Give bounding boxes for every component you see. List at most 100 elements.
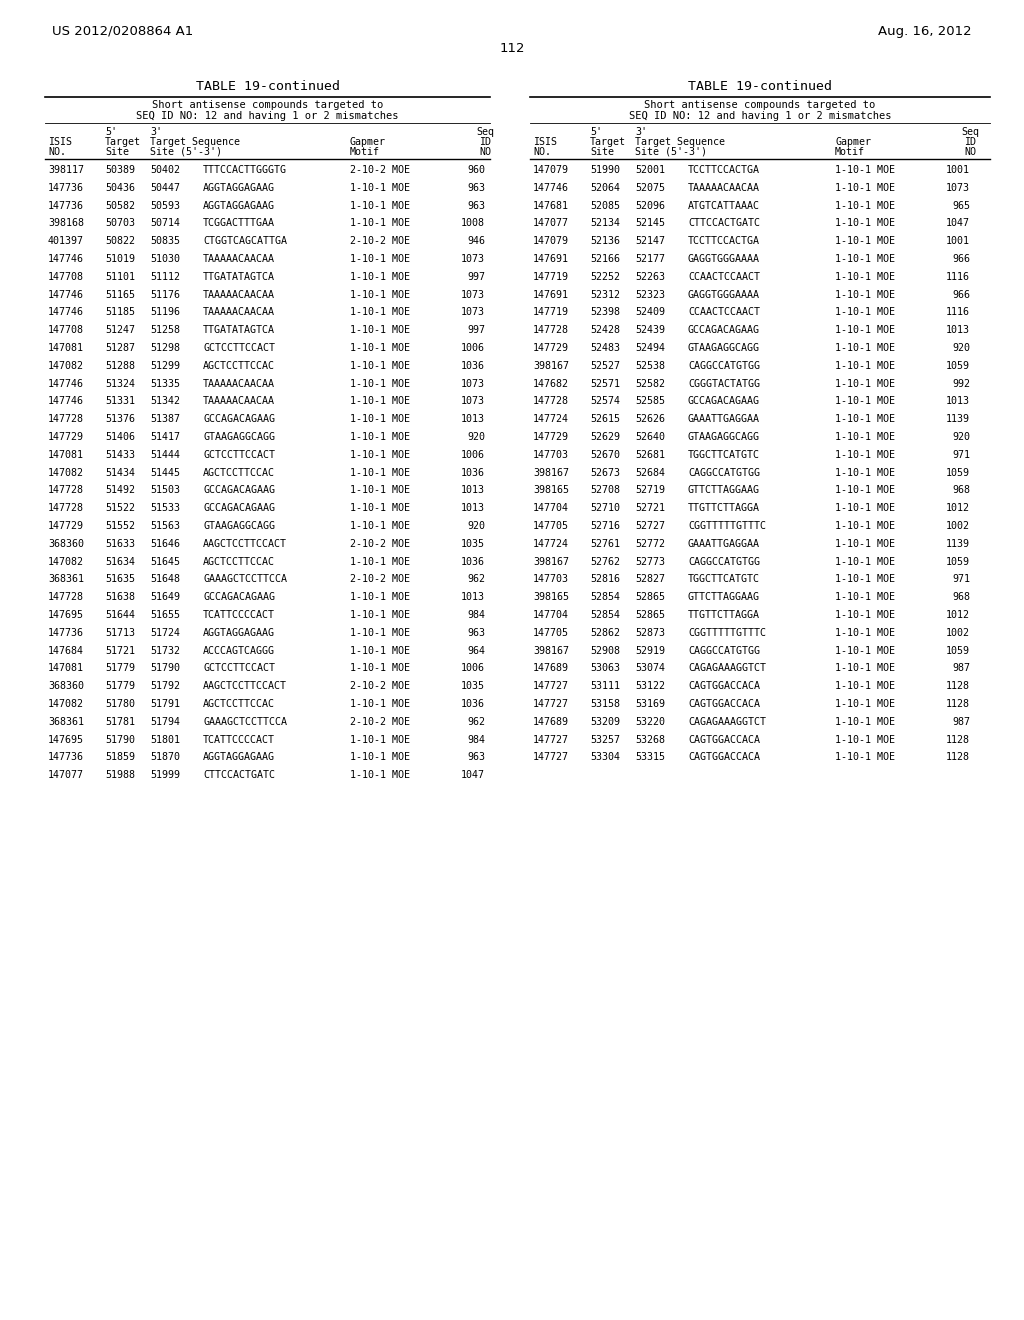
Text: 398167: 398167	[534, 645, 569, 656]
Text: 3': 3'	[635, 127, 647, 137]
Text: 987: 987	[952, 664, 970, 673]
Text: 1001: 1001	[946, 165, 970, 176]
Text: 51779: 51779	[105, 664, 135, 673]
Text: 1-10-1 MOE: 1-10-1 MOE	[835, 557, 895, 566]
Text: 51342: 51342	[150, 396, 180, 407]
Text: Target Sequence: Target Sequence	[150, 137, 240, 147]
Text: 51870: 51870	[150, 752, 180, 763]
Text: 52670: 52670	[590, 450, 620, 459]
Text: 1-10-1 MOE: 1-10-1 MOE	[835, 735, 895, 744]
Text: Target: Target	[590, 137, 626, 147]
Text: GCCAGACAGAAG: GCCAGACAGAAG	[203, 486, 275, 495]
Text: 147082: 147082	[48, 700, 84, 709]
Text: 1-10-1 MOE: 1-10-1 MOE	[835, 379, 895, 388]
Text: GTTCTTAGGAAG: GTTCTTAGGAAG	[688, 486, 760, 495]
Text: AGGTAGGAGAAG: AGGTAGGAGAAG	[203, 752, 275, 763]
Text: 368361: 368361	[48, 574, 84, 585]
Text: 52323: 52323	[635, 289, 665, 300]
Text: 368360: 368360	[48, 539, 84, 549]
Text: 51713: 51713	[105, 628, 135, 638]
Text: CAGGCCATGTGG: CAGGCCATGTGG	[688, 360, 760, 371]
Text: GCCAGACAGAAG: GCCAGACAGAAG	[203, 593, 275, 602]
Text: 52862: 52862	[590, 628, 620, 638]
Text: 368361: 368361	[48, 717, 84, 727]
Text: 398167: 398167	[534, 467, 569, 478]
Text: 3': 3'	[150, 127, 162, 137]
Text: TAAAAACAACAA: TAAAAACAACAA	[203, 379, 275, 388]
Text: 1047: 1047	[461, 770, 485, 780]
Text: TAAAAACAACAA: TAAAAACAACAA	[203, 308, 275, 317]
Text: NO.: NO.	[48, 147, 66, 157]
Text: 52252: 52252	[590, 272, 620, 281]
Text: TAAAAACAACAA: TAAAAACAACAA	[203, 289, 275, 300]
Text: 52166: 52166	[590, 253, 620, 264]
Text: 51196: 51196	[150, 308, 180, 317]
Text: 1-10-1 MOE: 1-10-1 MOE	[350, 645, 410, 656]
Text: Seq: Seq	[476, 127, 494, 137]
Text: 997: 997	[467, 325, 485, 335]
Text: 147728: 147728	[48, 486, 84, 495]
Text: ISIS: ISIS	[534, 137, 557, 147]
Text: 398167: 398167	[534, 557, 569, 566]
Text: 1-10-1 MOE: 1-10-1 MOE	[835, 467, 895, 478]
Text: 51492: 51492	[105, 486, 135, 495]
Text: 51434: 51434	[105, 467, 135, 478]
Text: 1-10-1 MOE: 1-10-1 MOE	[350, 272, 410, 281]
Text: GAAAGCTCCTTCCA: GAAAGCTCCTTCCA	[203, 717, 287, 727]
Text: 1-10-1 MOE: 1-10-1 MOE	[350, 450, 410, 459]
Text: 53063: 53063	[590, 664, 620, 673]
Text: 971: 971	[952, 450, 970, 459]
Text: 52001: 52001	[635, 165, 665, 176]
Text: 51503: 51503	[150, 486, 180, 495]
Text: 51406: 51406	[105, 432, 135, 442]
Text: 368360: 368360	[48, 681, 84, 692]
Text: 147728: 147728	[534, 396, 569, 407]
Text: 147736: 147736	[48, 182, 84, 193]
Text: 960: 960	[467, 165, 485, 176]
Text: 51324: 51324	[105, 379, 135, 388]
Text: CAGTGGACCACA: CAGTGGACCACA	[688, 752, 760, 763]
Text: Gapmer: Gapmer	[835, 137, 871, 147]
Text: 1-10-1 MOE: 1-10-1 MOE	[350, 360, 410, 371]
Text: 147729: 147729	[534, 343, 569, 352]
Text: 52673: 52673	[590, 467, 620, 478]
Text: GTTCTTAGGAAG: GTTCTTAGGAAG	[688, 593, 760, 602]
Text: 53315: 53315	[635, 752, 665, 763]
Text: AGCTCCTTCCAC: AGCTCCTTCCAC	[203, 557, 275, 566]
Text: 1-10-1 MOE: 1-10-1 MOE	[835, 343, 895, 352]
Text: 2-10-2 MOE: 2-10-2 MOE	[350, 236, 410, 247]
Text: 52494: 52494	[635, 343, 665, 352]
Text: GCTCCTTCCACT: GCTCCTTCCACT	[203, 450, 275, 459]
Text: 1-10-1 MOE: 1-10-1 MOE	[350, 289, 410, 300]
Text: 52721: 52721	[635, 503, 665, 513]
Text: 401397: 401397	[48, 236, 84, 247]
Text: GCCAGACAGAAG: GCCAGACAGAAG	[688, 396, 760, 407]
Text: CGGTTTTTGTTTC: CGGTTTTTGTTTC	[688, 628, 766, 638]
Text: 50582: 50582	[105, 201, 135, 211]
Text: 51417: 51417	[150, 432, 180, 442]
Text: TCCTTCCACTGA: TCCTTCCACTGA	[688, 236, 760, 247]
Text: 398167: 398167	[534, 360, 569, 371]
Text: 52585: 52585	[635, 396, 665, 407]
Text: 1-10-1 MOE: 1-10-1 MOE	[835, 486, 895, 495]
Text: GAAATTGAGGAA: GAAATTGAGGAA	[688, 539, 760, 549]
Text: 51635: 51635	[105, 574, 135, 585]
Text: SEQ ID NO: 12 and having 1 or 2 mismatches: SEQ ID NO: 12 and having 1 or 2 mismatch…	[629, 111, 891, 121]
Text: 1-10-1 MOE: 1-10-1 MOE	[350, 664, 410, 673]
Text: 1059: 1059	[946, 360, 970, 371]
Text: 1-10-1 MOE: 1-10-1 MOE	[835, 182, 895, 193]
Text: 1006: 1006	[461, 664, 485, 673]
Text: 52640: 52640	[635, 432, 665, 442]
Text: 53111: 53111	[590, 681, 620, 692]
Text: 1002: 1002	[946, 628, 970, 638]
Text: 147729: 147729	[48, 432, 84, 442]
Text: 147746: 147746	[48, 379, 84, 388]
Text: 53122: 53122	[635, 681, 665, 692]
Text: 1006: 1006	[461, 450, 485, 459]
Text: 147708: 147708	[48, 325, 84, 335]
Text: SEQ ID NO: 12 and having 1 or 2 mismatches: SEQ ID NO: 12 and having 1 or 2 mismatch…	[136, 111, 398, 121]
Text: 2-10-2 MOE: 2-10-2 MOE	[350, 717, 410, 727]
Text: 52075: 52075	[635, 182, 665, 193]
Text: 51859: 51859	[105, 752, 135, 763]
Text: 147681: 147681	[534, 201, 569, 211]
